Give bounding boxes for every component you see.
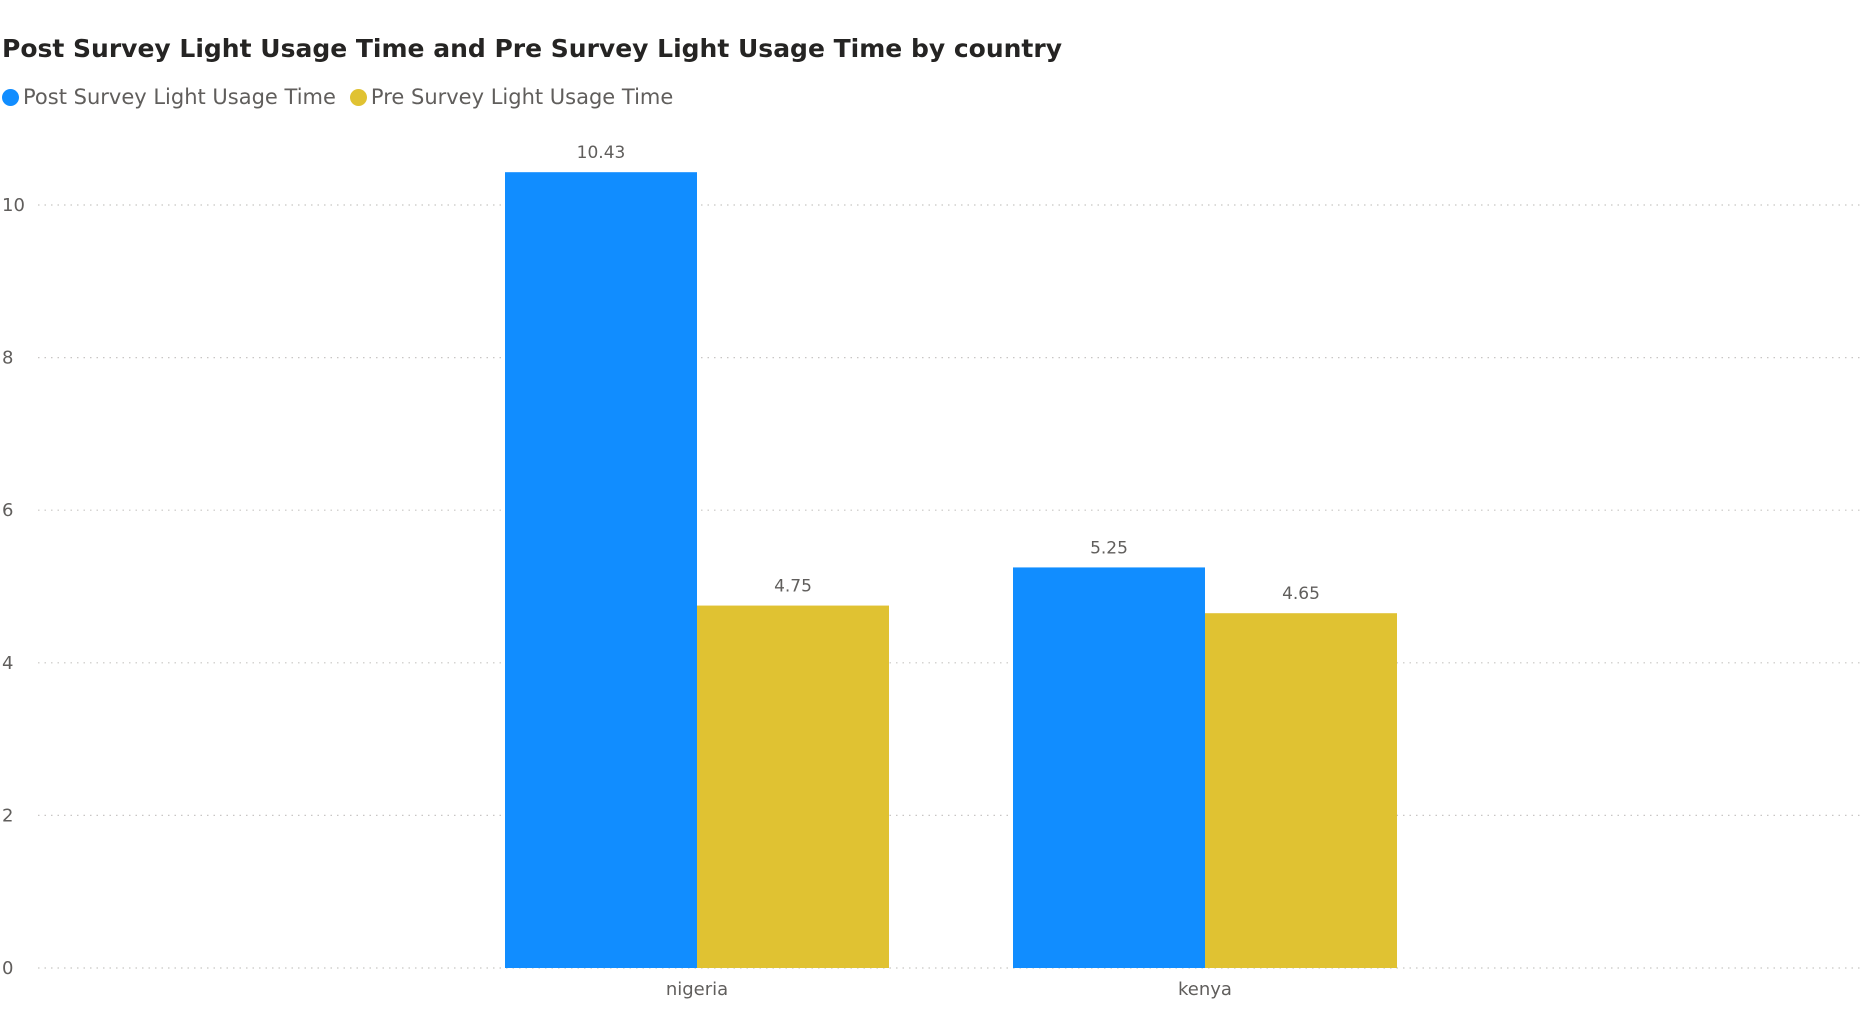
chart-title: Post Survey Light Usage Time and Pre Sur… — [2, 34, 1063, 63]
legend-item-pre-survey[interactable]: Pre Survey Light Usage Time — [349, 85, 674, 109]
bar-kenya-pre-survey — [1205, 613, 1397, 968]
y-tick-label-4: 4 — [2, 653, 13, 674]
x-tick-label-nigeria: nigeria — [666, 979, 728, 1000]
bar-nigeria-post-survey — [505, 172, 697, 969]
legend-marker-post-survey — [2, 88, 19, 106]
legend-marker-pre-survey — [349, 88, 367, 106]
legend-label-pre-survey: Pre Survey Light Usage Time — [370, 85, 674, 109]
legend: Post Survey Light Usage Time Pre Survey … — [2, 85, 687, 109]
x-tick-label-kenya: kenya — [1178, 979, 1232, 1000]
data-label-nigeria-pre-survey: 4.75 — [774, 577, 812, 597]
y-tick-label-0: 0 — [2, 958, 13, 979]
data-label-kenya-pre-survey: 4.65 — [1282, 584, 1320, 604]
bar-kenya-post-survey — [1013, 567, 1205, 968]
data-label-kenya-post-survey: 5.25 — [1090, 538, 1128, 558]
y-tick-label-10: 10 — [2, 195, 25, 216]
legend-item-post-survey[interactable]: Post Survey Light Usage Time — [2, 85, 336, 109]
y-tick-label-2: 2 — [2, 805, 13, 826]
y-tick-label-8: 8 — [2, 348, 13, 369]
bar-nigeria-pre-survey — [697, 605, 889, 968]
legend-label-post-survey: Post Survey Light Usage Time — [23, 85, 336, 109]
data-label-nigeria-post-survey: 10.43 — [577, 143, 626, 163]
y-tick-label-6: 6 — [2, 500, 13, 521]
